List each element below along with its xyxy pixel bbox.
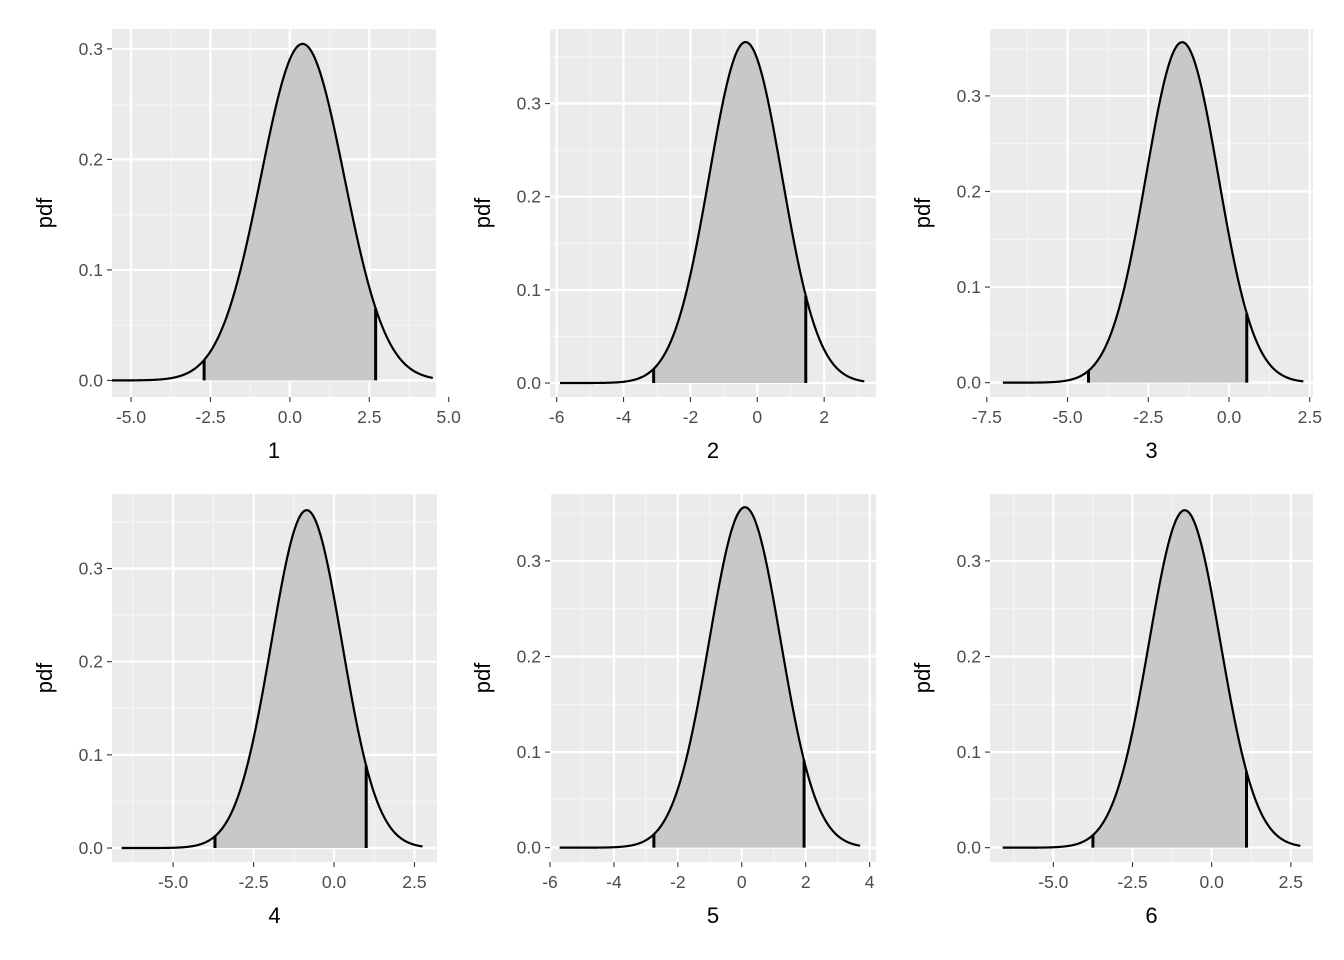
x-tick-label: 0.0 [278, 407, 303, 427]
y-tick-label: 0.3 [79, 559, 103, 579]
shaded-interval-area [1092, 510, 1247, 848]
x-axis-title: 6 [1145, 903, 1157, 928]
facet-panel-3: 0.0 0.1 0.2 0.3 -7.5 -5.0 -2.5 0.0 2.5 3 pdf [910, 29, 1322, 463]
density-curve [1002, 509, 1301, 849]
x-tick-label: -2 [683, 407, 699, 427]
x-axis-title: 4 [268, 903, 280, 928]
y-tick-label: 0.1 [957, 277, 981, 297]
y-tick-label: 0.2 [957, 646, 981, 666]
x-tick-label: 2 [801, 872, 811, 892]
x-tick-label: -6 [542, 872, 558, 892]
y-tick-label: 0.3 [517, 551, 541, 571]
x-tick-label: -5.0 [1052, 407, 1082, 427]
y-tick-label: 0.0 [517, 373, 542, 393]
density-curve [1002, 41, 1304, 384]
y-tick-label: 0.1 [79, 745, 103, 765]
y-axis-title: pdf [32, 662, 57, 693]
y-tick-label: 0.3 [957, 86, 981, 106]
facet-panel-1: 0.0 0.1 0.2 0.3 -5.0 -2.5 0.0 2.5 5.0 1 pdf [32, 29, 461, 463]
y-tick-label: 0.2 [517, 187, 541, 207]
x-tick-label: -4 [606, 872, 622, 892]
x-tick-label: -7.5 [972, 407, 1002, 427]
facet-panel-4: 0.0 0.1 0.2 0.3 -5.0 -2.5 0.0 2.5 4 pdf [32, 494, 437, 928]
shaded-interval-area [204, 43, 376, 381]
density-curve [112, 42, 434, 382]
x-tick-label: -2 [670, 872, 686, 892]
shaded-interval-area [214, 510, 367, 849]
x-tick-label: 0.0 [1200, 872, 1225, 892]
x-axis-title: 1 [268, 438, 280, 463]
x-tick-label: -2.5 [1133, 407, 1163, 427]
x-tick-label: 0.0 [322, 872, 347, 892]
shaded-interval-area [1088, 42, 1247, 383]
y-tick-label: 0.2 [517, 646, 541, 666]
y-tick-label: 0.1 [79, 260, 103, 280]
x-tick-label: 5.0 [437, 407, 462, 427]
y-tick-label: 0.3 [957, 551, 981, 571]
x-tick-label: -5.0 [1038, 872, 1068, 892]
y-tick-label: 0.0 [957, 373, 982, 393]
x-tick-label: -5.0 [158, 872, 188, 892]
shaded-interval-area [653, 42, 806, 384]
shaded-interval-area [653, 507, 805, 848]
x-axis-title: 5 [707, 903, 719, 928]
y-axis-title: pdf [910, 197, 935, 228]
y-tick-label: 0.2 [79, 149, 103, 169]
x-tick-label: 2.5 [1279, 872, 1303, 892]
density-curve [559, 506, 861, 849]
density-curve [121, 509, 423, 850]
x-tick-label: 2.5 [357, 407, 381, 427]
x-tick-label: 2.5 [1298, 407, 1322, 427]
x-tick-label: -2.5 [239, 872, 269, 892]
x-tick-label: -5.0 [116, 407, 146, 427]
x-axis-title: 2 [707, 438, 719, 463]
facet-panel-2: 0.0 0.1 0.2 0.3 -6 -4 -2 0 2 2 pdf [470, 29, 876, 463]
x-tick-label: -2.5 [195, 407, 225, 427]
y-tick-label: 0.0 [517, 838, 542, 858]
y-tick-label: 0.3 [79, 39, 103, 59]
y-tick-label: 0.2 [79, 652, 103, 672]
x-tick-label: 2 [819, 407, 829, 427]
x-tick-label: 0 [752, 407, 762, 427]
x-tick-label: 0 [737, 872, 747, 892]
y-tick-label: 0.1 [957, 742, 981, 762]
x-tick-label: 0.0 [1217, 407, 1242, 427]
x-tick-label: 4 [865, 872, 875, 892]
facet-panel-5: 0.0 0.1 0.2 0.3 -6 -4 -2 0 2 4 5 pdf [470, 494, 876, 928]
x-tick-label: -4 [616, 407, 632, 427]
y-axis-title: pdf [470, 197, 495, 228]
y-tick-label: 0.0 [957, 838, 982, 858]
y-tick-label: 0.0 [79, 838, 104, 858]
y-axis-title: pdf [470, 662, 495, 693]
y-tick-label: 0.3 [517, 94, 541, 114]
y-tick-label: 0.1 [517, 742, 541, 762]
y-tick-label: 0.0 [79, 370, 104, 390]
x-tick-label: -2.5 [1117, 872, 1147, 892]
density-curve [560, 40, 865, 385]
y-tick-label: 0.1 [517, 280, 541, 300]
x-axis-title: 3 [1145, 438, 1157, 463]
x-tick-label: -6 [549, 407, 565, 427]
facet-panel-6: 0.0 0.1 0.2 0.3 -5.0 -2.5 0.0 2.5 6 pdf [910, 494, 1313, 928]
y-tick-label: 0.2 [957, 181, 981, 201]
y-axis-title: pdf [910, 662, 935, 693]
y-axis-title: pdf [32, 197, 57, 228]
x-tick-label: 2.5 [402, 872, 426, 892]
